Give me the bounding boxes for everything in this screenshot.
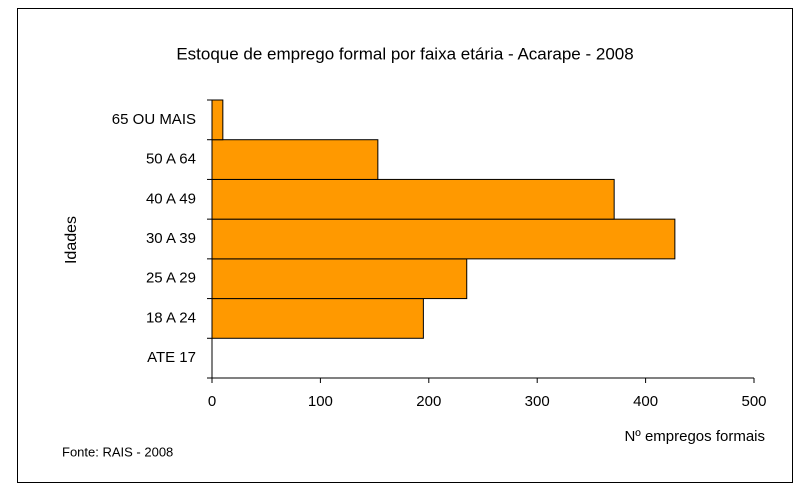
bar [211, 298, 424, 339]
x-tick-label: 100 [308, 393, 333, 410]
y-tick-label: 25 A 29 [146, 270, 196, 287]
source: Fonte: RAIS - 2008 [62, 444, 173, 459]
bar [211, 99, 224, 141]
x-tick-label: 400 [633, 393, 658, 410]
y-tick-label: 40 A 49 [146, 190, 196, 207]
x-tick-label: 300 [525, 393, 550, 410]
bar [211, 258, 468, 300]
x-axis-label: Nº empregos formais [624, 428, 765, 445]
y-tick-label: 30 A 39 [146, 230, 196, 247]
bar [211, 139, 379, 180]
y-tick-label: 65 OU MAIS [112, 111, 196, 128]
chart-title: Estoque de emprego formal por faixa etár… [176, 44, 633, 63]
y-tick-label: 18 A 24 [146, 309, 196, 326]
x-tick-label: 0 [208, 393, 216, 410]
y-axis-label: Idades [63, 216, 80, 264]
x-tick-label: 500 [741, 393, 766, 410]
y-tick-label: 50 A 64 [146, 151, 196, 168]
bar [211, 178, 615, 220]
bar [211, 218, 676, 260]
y-tick-label: ATE 17 [147, 349, 196, 366]
x-tick-label: 200 [416, 393, 441, 410]
